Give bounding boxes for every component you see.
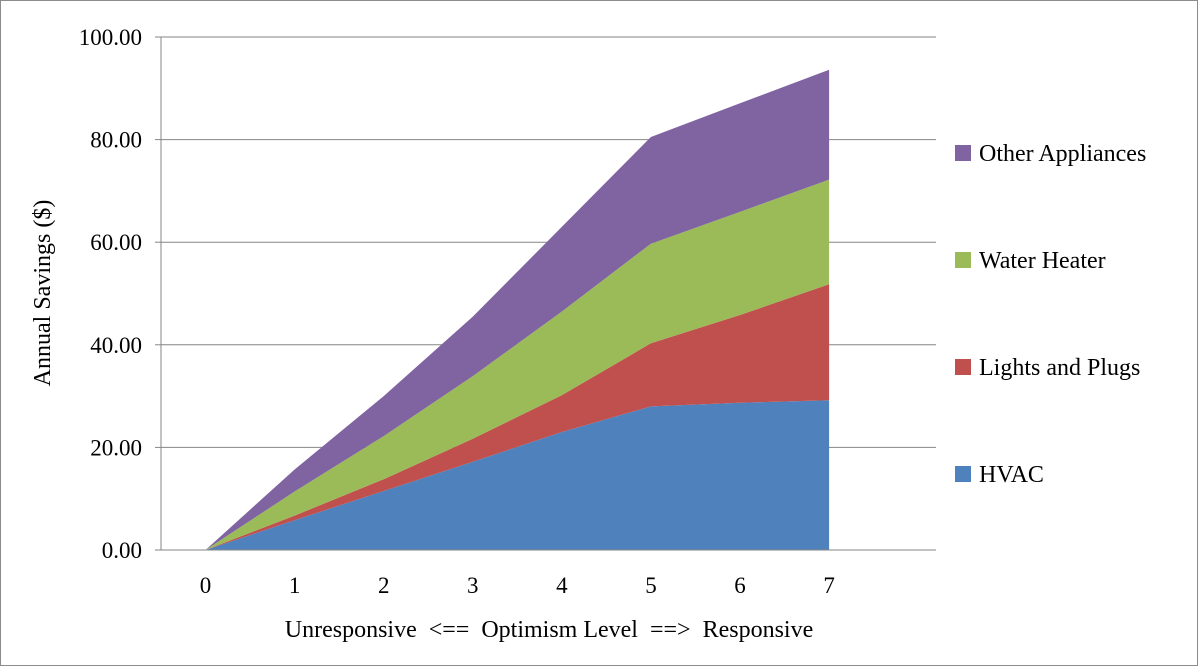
- area-series-lights-and-plugs: [205, 284, 830, 550]
- x-tick-label: 3: [467, 573, 479, 598]
- x-tick-label: 7: [823, 573, 835, 598]
- x-tick-label: 4: [556, 573, 568, 598]
- y-tick-label: 40.00: [90, 333, 142, 358]
- x-tick-label: 2: [378, 573, 390, 598]
- y-tick-label: 0.00: [102, 538, 142, 563]
- area-series-other-appliances: [205, 69, 830, 551]
- legend-label: Water Heater: [979, 248, 1106, 274]
- legend-swatch: [955, 359, 971, 375]
- x-axis-title: Unresponsive <== Optimism Level ==> Resp…: [285, 617, 814, 643]
- legend-swatch: [955, 252, 971, 268]
- area-layer: [205, 69, 830, 551]
- y-tick-label: 80.00: [90, 128, 142, 153]
- x-tick-label: 1: [289, 573, 301, 598]
- legend-label: HVAC: [979, 462, 1044, 488]
- legend-swatch: [955, 466, 971, 482]
- area-series-hvac: [205, 400, 830, 550]
- legend-swatch: [955, 145, 971, 161]
- x-tick-label: 5: [645, 573, 657, 598]
- legend-label: Other Appliances: [979, 141, 1146, 167]
- x-tick-label: 0: [200, 573, 212, 598]
- axes: [160, 37, 936, 551]
- x-tick-labels: 0 1 2 3 4 5 6 7: [200, 573, 835, 598]
- x-tick-label: 6: [734, 573, 746, 598]
- y-tick-label: 100.00: [79, 25, 142, 50]
- area-series-water-heater: [205, 179, 830, 550]
- y-axis-title: Annual Savings ($): [30, 200, 56, 387]
- y-tick-label: 20.00: [90, 435, 142, 460]
- y-tick-label: 60.00: [90, 230, 142, 255]
- legend: Other Appliances Water Heater Lights and P…: [955, 141, 1146, 488]
- legend-label: Lights and Plugs: [979, 355, 1140, 381]
- y-tick-labels: 0.00 20.00 40.00 60.00 80.00 100.00: [79, 25, 161, 563]
